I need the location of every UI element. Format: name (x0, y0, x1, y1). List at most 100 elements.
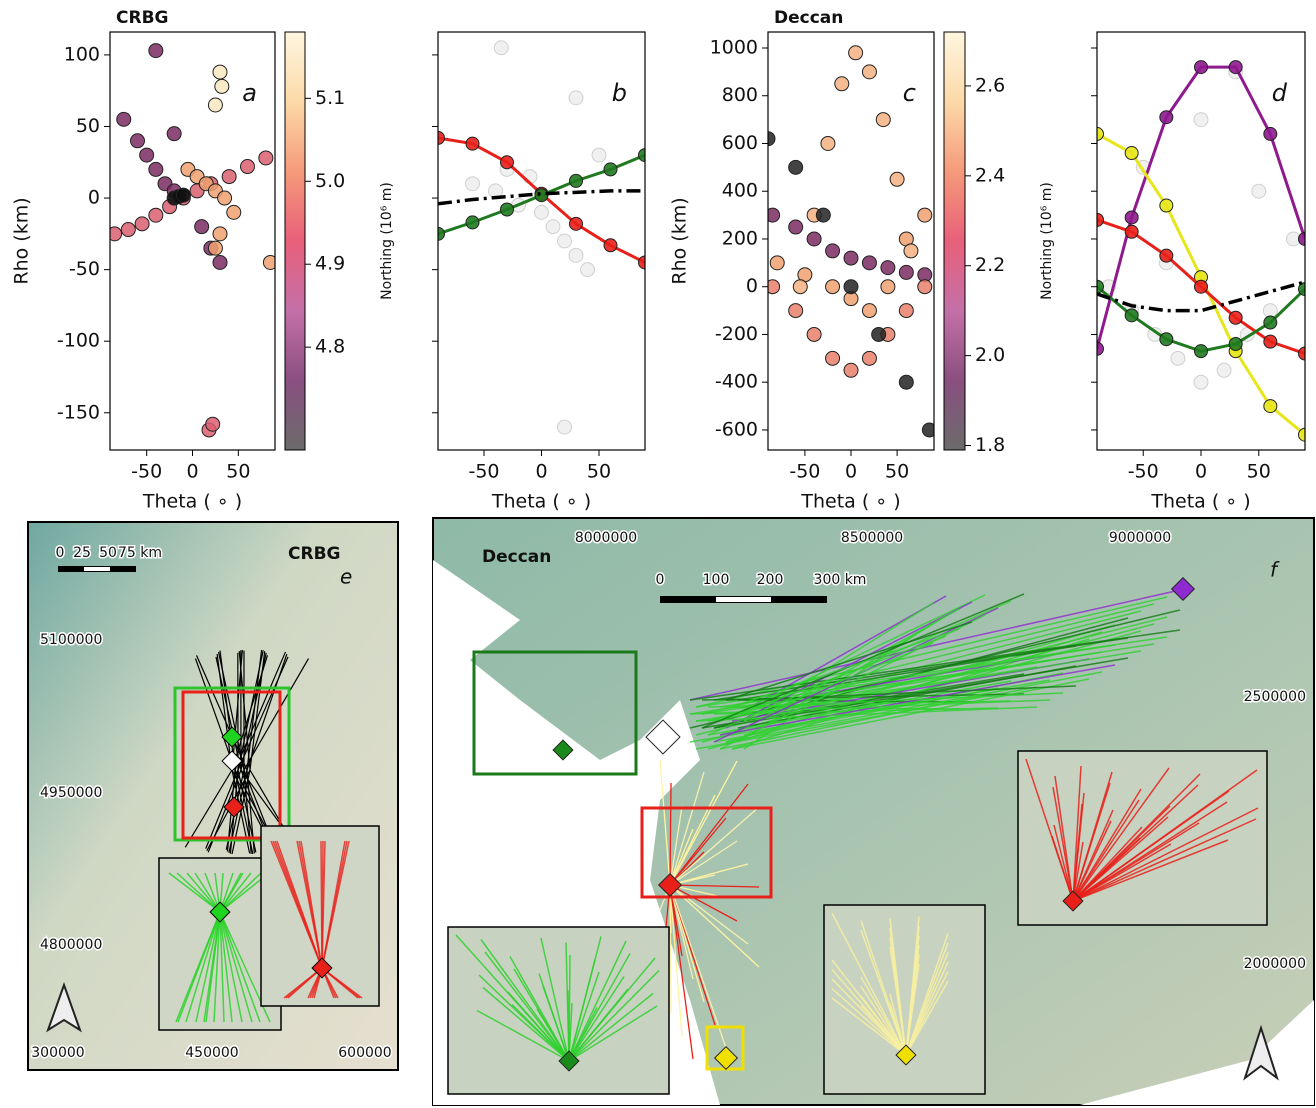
inset-line (176, 872, 221, 913)
inset-line (568, 992, 654, 1062)
panel-letter: a (242, 79, 257, 107)
point (569, 173, 583, 188)
point (465, 136, 480, 151)
colorbar (284, 31, 306, 451)
trend-line (669, 884, 694, 980)
trend-line (725, 671, 1103, 743)
inset-line (568, 959, 596, 1062)
point (788, 159, 804, 175)
inset-line (219, 911, 253, 1023)
point (898, 264, 914, 280)
inset-line (1072, 801, 1228, 902)
inset-box (472, 650, 638, 776)
point (212, 226, 228, 242)
point (871, 326, 887, 342)
trend-line (707, 630, 1142, 750)
inset-line (1072, 839, 1229, 902)
point (226, 204, 242, 220)
inset-line (568, 957, 656, 1062)
trend-line (725, 601, 973, 729)
point (217, 190, 233, 206)
x-tick-label: -50 (468, 461, 499, 483)
colorbar-label: Northing (10⁶ m) (1039, 182, 1055, 300)
trend-line (194, 658, 236, 771)
colorbar-tick-label: 4.8 (315, 336, 345, 358)
point (568, 247, 584, 263)
x-tick-label: 0 (535, 461, 547, 483)
point (591, 147, 607, 163)
trend-line (689, 609, 1181, 729)
inset-line (1072, 816, 1169, 902)
trend-line (737, 645, 1077, 701)
trend-line (184, 769, 233, 848)
x-tick-label: 50 (885, 461, 909, 483)
inset-line (568, 976, 625, 1062)
inset-line (1072, 818, 1257, 902)
inset-line (538, 973, 570, 1062)
point (207, 97, 223, 113)
inset-line (219, 911, 233, 1023)
x-axis-label: Theta ( ∘ ) (491, 491, 591, 513)
x-axis-label: Theta ( ∘ ) (1150, 491, 1250, 513)
trend-line (205, 769, 239, 849)
inset-box (640, 806, 773, 899)
inset-line (860, 986, 907, 1056)
point (1298, 282, 1305, 297)
inset-line (860, 976, 907, 1056)
point (1097, 126, 1104, 141)
northing-label: 2500000 (1244, 689, 1306, 705)
scale-label: 0 (656, 572, 665, 588)
easting-label: 300000 (31, 1045, 84, 1061)
trend-line (719, 594, 986, 722)
point (1263, 399, 1278, 414)
vent-marker (311, 957, 333, 979)
inset-line (831, 978, 907, 1056)
point (175, 187, 191, 203)
y-tick-label: -50 (69, 258, 100, 280)
trend-line (701, 593, 1025, 729)
trend-line (689, 629, 1181, 701)
point (569, 216, 583, 231)
inset-line (321, 967, 363, 999)
trend-line (669, 884, 727, 1049)
easting-label: 9000000 (1109, 530, 1171, 546)
x-axis-label: Theta ( ∘ ) (800, 491, 900, 513)
point (921, 422, 934, 438)
inset-line (1072, 767, 1170, 902)
point (221, 169, 237, 185)
vent-marker (209, 901, 231, 923)
point (1193, 112, 1209, 128)
point (820, 135, 836, 151)
scale-label: 100 (703, 572, 730, 588)
map-title: CRBG (288, 544, 340, 564)
point (134, 216, 150, 232)
point (1228, 337, 1243, 352)
scale-label: 50 (99, 545, 117, 561)
trend-line (669, 884, 749, 945)
y-tick-label: 50 (76, 115, 100, 137)
trend-line (216, 653, 233, 771)
inset-line (321, 840, 350, 969)
trend-line (669, 828, 694, 886)
point (768, 279, 781, 295)
point (806, 231, 822, 247)
point (465, 176, 480, 192)
vent-marker (657, 872, 683, 898)
north-arrow (1243, 1024, 1279, 1081)
x-tick-label: 0 (1195, 461, 1207, 483)
vent-marker (223, 796, 245, 818)
point (1262, 303, 1278, 319)
trend-line (731, 678, 1090, 750)
point (205, 416, 221, 432)
point (843, 279, 859, 295)
inset (447, 926, 670, 1095)
colorbar-tick-label: 1.8 (975, 434, 1005, 456)
inset-line (219, 911, 225, 1023)
inset-line (831, 959, 907, 1056)
point (1170, 350, 1186, 366)
inset-line (276, 840, 323, 969)
point (1159, 248, 1174, 263)
point (130, 133, 145, 149)
point (438, 130, 445, 145)
point (207, 240, 223, 256)
